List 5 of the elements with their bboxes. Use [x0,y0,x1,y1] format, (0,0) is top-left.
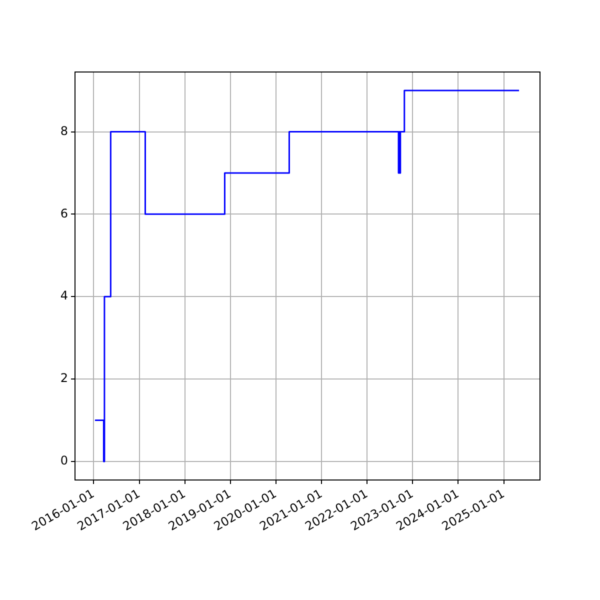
y-tick-label: 6 [60,206,68,220]
y-tick-label: 0 [60,454,68,468]
y-tick-label: 2 [60,371,68,386]
y-tick-label: 4 [60,288,68,303]
y-tick-label: 8 [60,124,68,138]
